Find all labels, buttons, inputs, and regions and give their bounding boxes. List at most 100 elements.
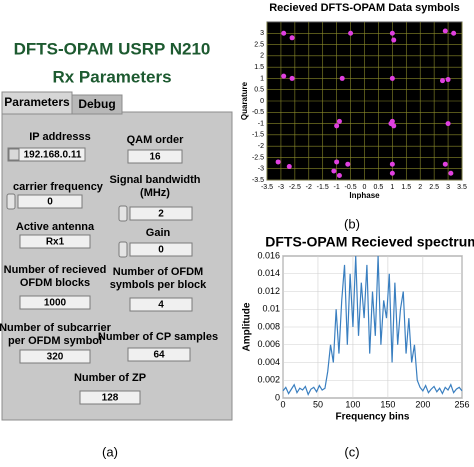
y-tick-label: 0.014 [257,268,280,278]
point [275,159,281,165]
field-box[interactable] [129,206,193,221]
y-tick-label: 0.008 [257,321,280,331]
point [448,170,454,176]
x-tick-label: -2.5 [289,184,301,191]
x-tick-label: 1.5 [401,184,411,191]
y-tick-label: -3.5 [252,177,264,184]
field-value: 0 [47,197,53,208]
y-axis-label: Quarature [240,81,249,120]
dropdown-button[interactable] [8,148,20,161]
point [334,123,340,129]
field-label: IP addresss [29,131,91,143]
field-label: QAM order [127,134,185,146]
x-tick-label: 3.5 [457,184,467,191]
y-tick-label: -2.5 [252,154,264,161]
y-tick-label: 0.016 [257,250,280,260]
field-label: Signal bandwidth [109,174,200,186]
field-label: Number of ZP [74,372,146,384]
field-box[interactable] [19,295,91,310]
point [389,170,395,176]
point [339,75,345,81]
field-value: 4 [158,300,164,311]
x-tick-label: 0 [280,399,285,409]
y-tick-label: 0.5 [254,87,264,94]
y-tick-label: 2 [260,53,264,60]
y-tick-label: 0.006 [257,339,280,349]
point [281,30,287,36]
point [336,118,342,124]
tab-label[interactable]: Debug [78,97,115,111]
field-label: Number of OFDM [113,266,203,278]
y-tick-label: 2.5 [254,41,264,48]
field-label: carrier frequency [13,181,104,193]
field-value: 128 [102,393,119,404]
field-value: 0 [158,245,164,256]
y-tick-label: 0 [260,98,264,105]
y-tick-label: 0.002 [257,375,280,385]
x-tick-label: -3 [278,184,284,191]
x-tick-label: -1 [334,184,340,191]
spinner[interactable] [118,205,128,222]
field-value: 320 [47,352,64,363]
point [336,172,342,178]
y-tick-label: -2 [258,143,264,150]
x-tick-label: -0.5 [345,184,357,191]
panel-body [1,111,233,421]
line [282,255,463,396]
x-tick-label: 200 [415,399,430,409]
x-axis-label: Frequency bins [336,412,410,423]
x-tick-label: 150 [380,399,395,409]
point [440,78,445,84]
point [389,75,395,81]
tab-label[interactable]: Parameters [4,95,70,109]
chart-title: DFTS-OPAM Recieved spectrum [265,234,474,250]
field-box[interactable] [127,347,191,362]
panel-subtitle: Rx Parameters [52,67,171,86]
point [331,168,337,174]
point [451,30,457,36]
x-tick-label: -1.5 [317,184,329,191]
tab[interactable] [71,94,123,115]
y-tick-label: -1 [258,120,264,127]
x-tick-label: 50 [313,399,323,409]
field-label: per OFDM symbol [8,335,102,347]
point [389,30,395,36]
field-value: 16 [149,152,161,163]
panel-title: DFTS-OPAM USRP N210 [14,39,211,58]
point [348,30,354,36]
x-tick-label: 0.5 [374,184,384,191]
field-label: OFDM blocks [20,277,90,289]
field-box[interactable] [129,297,193,312]
spinner[interactable] [118,241,128,258]
field-box[interactable] [127,149,183,164]
field-label: symbols per block [110,279,207,291]
point [345,161,351,167]
point [281,73,287,79]
field-box[interactable] [19,349,91,364]
x-tick-label: 3 [446,184,450,191]
field-box[interactable] [129,242,193,257]
field-box[interactable] [19,234,91,249]
x-tick-label: -2 [306,184,312,191]
y-tick-label: 1.5 [254,64,264,71]
point [442,161,448,167]
field-value: 2 [158,209,164,220]
field-box[interactable] [17,194,83,209]
x-tick-label: 2.5 [429,184,439,191]
y-tick-label: 0.012 [257,286,280,296]
y-tick-label: 3 [260,30,264,37]
x-tick-label: 0 [363,184,367,191]
point [289,75,295,81]
caption: (a) [102,444,118,459]
spinner[interactable] [6,193,16,210]
x-tick-label: 100 [345,399,360,409]
point [391,37,397,43]
y-tick-label: 1 [260,75,264,82]
field-label: Number of CP samples [98,331,218,343]
field-value: Rx1 [46,237,65,248]
field-label: Number of recieved [4,264,107,276]
field-box[interactable] [7,147,86,162]
y-tick-label: -1.5 [252,132,264,139]
field-box[interactable] [79,390,141,405]
